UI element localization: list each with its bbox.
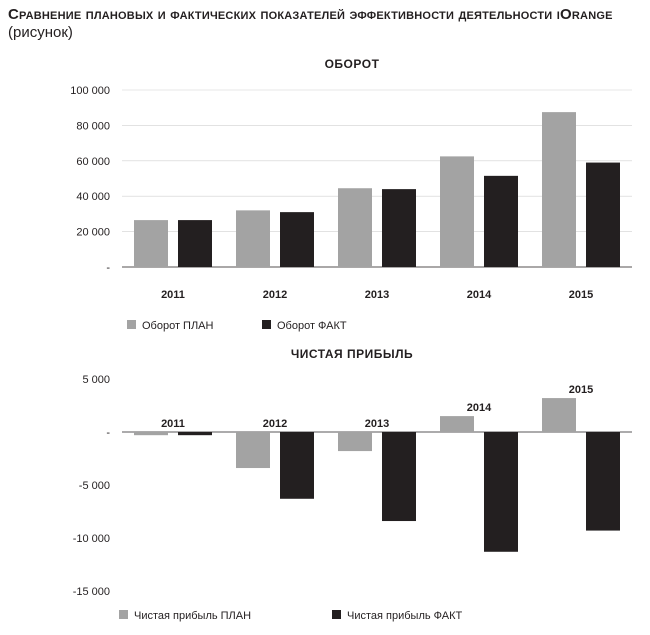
bar-plan	[542, 112, 576, 267]
bar-plan	[440, 156, 474, 267]
y-tick-label: 5 000	[82, 374, 110, 386]
category-label: 2013	[365, 289, 389, 301]
bar-fact	[586, 432, 620, 531]
legend-label-plan: Чистая прибыль ПЛАН	[134, 610, 251, 622]
bar-fact	[178, 220, 212, 267]
bar-fact	[382, 432, 416, 522]
bar-fact	[382, 189, 416, 267]
category-label: 2013	[365, 418, 389, 430]
bar-fact	[484, 175, 518, 267]
bar-plan	[338, 432, 372, 452]
bar-fact	[586, 162, 620, 267]
legend-label-fact: Чистая прибыль ФАКТ	[347, 610, 463, 622]
bar-plan	[134, 220, 168, 267]
category-label: 2012	[263, 289, 287, 301]
y-tick-label: 20 000	[76, 227, 110, 239]
chart-title: ЧИСТАЯ ПРИБЫЛЬ	[291, 347, 413, 361]
bar-fact	[484, 432, 518, 552]
page-title-suffix: (рисунок)	[8, 24, 73, 41]
net-profit-chart: ЧИСТАЯ ПРИБЫЛЬ-15 000-10 000-5 000-5 000…	[73, 347, 632, 622]
y-tick-label: -5 000	[79, 480, 110, 492]
turnover-chart: ОБОРОТ - 20 000 40 000 60 000 80 000 100 000 20…	[70, 57, 632, 332]
legend-swatch-fact	[332, 610, 341, 619]
y-tick-label: 40 000	[76, 191, 110, 203]
page-title: Сравнение плановых и фактических показат…	[8, 6, 642, 42]
page-title-main: Сравнение плановых и фактических показат…	[8, 6, 613, 23]
category-label: 2012	[263, 418, 287, 430]
bar-plan	[338, 188, 372, 267]
legend-label-plan: Оборот ПЛАН	[142, 320, 214, 332]
y-tick-label: -	[106, 427, 110, 439]
bar-fact	[280, 212, 314, 267]
bar-plan	[236, 432, 270, 469]
bar-fact	[280, 432, 314, 499]
category-label: 2014	[467, 289, 492, 301]
legend-label-fact: Оборот ФАКТ	[277, 320, 347, 332]
category-label: 2014	[467, 402, 492, 414]
legend-swatch-fact	[262, 320, 271, 329]
category-label: 2015	[569, 289, 593, 301]
legend-swatch-plan	[127, 320, 136, 329]
chart-title: ОБОРОТ	[325, 57, 380, 71]
category-label: 2011	[161, 418, 185, 430]
y-tick-label: -15 000	[73, 586, 110, 598]
y-tick-label: 100 000	[70, 85, 110, 97]
bar-plan	[134, 432, 168, 436]
y-tick-label: 60 000	[76, 156, 110, 168]
category-label: 2015	[569, 384, 593, 396]
bar-plan	[236, 210, 270, 267]
y-tick-label: -10 000	[73, 533, 110, 545]
y-tick-label: -	[106, 262, 110, 274]
bar-plan	[542, 398, 576, 432]
bar-plan	[440, 416, 474, 432]
legend-swatch-plan	[119, 610, 128, 619]
category-label: 2011	[161, 289, 185, 301]
bar-fact	[178, 432, 212, 436]
y-tick-label: 80 000	[76, 120, 110, 132]
